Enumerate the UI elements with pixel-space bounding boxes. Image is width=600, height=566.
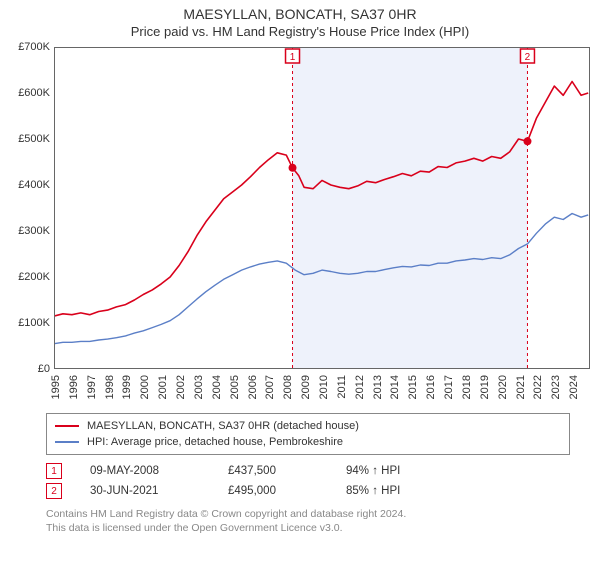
- legend: MAESYLLAN, BONCATH, SA37 0HR (detached h…: [46, 413, 570, 455]
- x-tick-label: 1995: [50, 375, 62, 399]
- footer-line1: Contains HM Land Registry data © Crown c…: [46, 507, 570, 521]
- chart-container: 12 £0£100K£200K£300K£400K£500K£600K£700K…: [8, 47, 592, 407]
- x-tick-label: 2023: [550, 375, 562, 399]
- x-tick-label: 2020: [497, 375, 509, 399]
- y-tick-label: £0: [38, 363, 50, 375]
- footer-line2: This data is licensed under the Open Gov…: [46, 521, 570, 535]
- marker-index-box: 2: [46, 483, 62, 499]
- svg-text:2: 2: [525, 52, 531, 63]
- legend-item: HPI: Average price, detached house, Pemb…: [55, 434, 561, 450]
- y-tick-label: £500K: [18, 133, 50, 145]
- attribution-footer: Contains HM Land Registry data © Crown c…: [46, 507, 570, 535]
- marker-index-box: 1: [46, 463, 62, 479]
- sale-markers-table: 1 09-MAY-2008 £437,500 94% ↑ HPI 2 30-JUN-202…: [46, 461, 570, 501]
- legend-swatch: [55, 441, 79, 443]
- x-tick-label: 2003: [193, 375, 205, 399]
- price-chart: 12 £0£100K£200K£300K£400K£500K£600K£700K…: [54, 47, 590, 369]
- x-tick-label: 2005: [229, 375, 241, 399]
- x-tick-label: 2016: [425, 375, 437, 399]
- x-tick-label: 2000: [139, 375, 151, 399]
- x-tick-label: 2002: [175, 375, 187, 399]
- x-tick-label: 2019: [479, 375, 491, 399]
- x-tick-label: 2013: [372, 375, 384, 399]
- x-tick-label: 2008: [282, 375, 294, 399]
- x-tick-label: 2007: [264, 375, 276, 399]
- legend-label: HPI: Average price, detached house, Pemb…: [87, 436, 343, 448]
- svg-text:1: 1: [290, 52, 296, 63]
- marker-date: 09-MAY-2008: [90, 465, 200, 477]
- chart-svg: 12: [54, 47, 590, 369]
- title-address: MAESYLLAN, BONCATH, SA37 0HR: [0, 6, 600, 22]
- x-tick-label: 1997: [86, 375, 98, 399]
- x-tick-label: 2006: [247, 375, 259, 399]
- y-tick-label: £400K: [18, 179, 50, 191]
- x-tick-label: 2004: [211, 375, 223, 399]
- x-tick-label: 2009: [300, 375, 312, 399]
- x-tick-label: 2014: [389, 375, 401, 399]
- y-tick-label: £300K: [18, 225, 50, 237]
- marker-date: 30-JUN-2021: [90, 485, 200, 497]
- x-tick-label: 2015: [407, 375, 419, 399]
- x-tick-label: 2024: [568, 375, 580, 399]
- marker-pct: 85% ↑ HPI: [346, 485, 400, 497]
- x-tick-label: 1999: [121, 375, 133, 399]
- x-tick-label: 2021: [515, 375, 527, 399]
- x-tick-label: 2017: [443, 375, 455, 399]
- title-subtitle: Price paid vs. HM Land Registry's House …: [0, 24, 600, 39]
- y-tick-label: £600K: [18, 87, 50, 99]
- x-tick-label: 1998: [104, 375, 116, 399]
- y-tick-label: £200K: [18, 271, 50, 283]
- marker-row: 2 30-JUN-2021 £495,000 85% ↑ HPI: [46, 481, 570, 501]
- y-tick-label: £100K: [18, 317, 50, 329]
- x-tick-label: 2011: [336, 375, 348, 399]
- x-tick-label: 2018: [461, 375, 473, 399]
- marker-pct: 94% ↑ HPI: [346, 465, 400, 477]
- legend-swatch: [55, 425, 79, 427]
- legend-label: MAESYLLAN, BONCATH, SA37 0HR (detached h…: [87, 420, 359, 432]
- x-tick-label: 2001: [157, 375, 169, 399]
- x-tick-label: 2012: [354, 375, 366, 399]
- marker-price: £495,000: [228, 485, 318, 497]
- marker-price: £437,500: [228, 465, 318, 477]
- x-tick-label: 2010: [318, 375, 330, 399]
- legend-item: MAESYLLAN, BONCATH, SA37 0HR (detached h…: [55, 418, 561, 434]
- x-tick-label: 2022: [532, 375, 544, 399]
- y-tick-label: £700K: [18, 41, 50, 53]
- marker-row: 1 09-MAY-2008 £437,500 94% ↑ HPI: [46, 461, 570, 481]
- x-tick-label: 1996: [68, 375, 80, 399]
